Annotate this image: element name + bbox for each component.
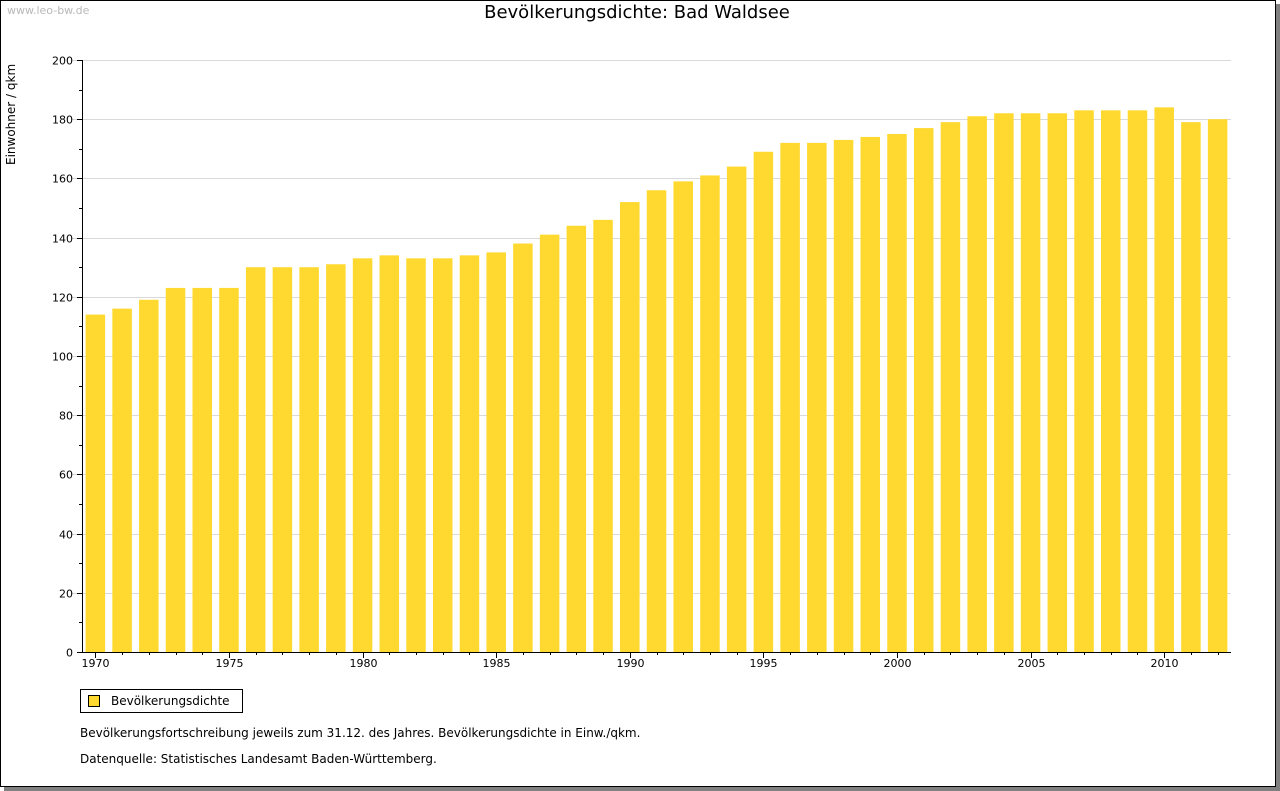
- y-tick-label-80: 80: [59, 410, 73, 423]
- bar-1970: [85, 314, 106, 652]
- bar-1994: [726, 166, 747, 652]
- bar-2011: [1181, 122, 1201, 652]
- y-tick-label-140: 140: [52, 233, 73, 246]
- bar-2004: [994, 113, 1014, 652]
- bar-2009: [1127, 110, 1148, 652]
- bars: [85, 107, 1228, 653]
- y-tick-label-100: 100: [52, 351, 73, 364]
- bar-2006: [1047, 113, 1068, 652]
- y-tick-label-160: 160: [52, 173, 73, 186]
- bar-1975: [219, 287, 239, 652]
- y-tick-label-120: 120: [52, 292, 73, 305]
- bar-1972: [139, 299, 159, 652]
- bar-1993: [700, 175, 720, 652]
- bar-2000: [887, 134, 907, 652]
- bar-1978: [299, 267, 319, 652]
- bar-1973: [165, 287, 186, 652]
- bar-2007: [1074, 110, 1094, 652]
- x-tick-label-1975: 1975: [216, 657, 244, 670]
- bar-1980: [352, 258, 373, 652]
- bar-1974: [192, 287, 212, 652]
- chart-note-source: Datenquelle: Statistisches Landesamt Bad…: [80, 752, 437, 766]
- bar-1996: [780, 142, 800, 652]
- bar-1984: [459, 255, 480, 653]
- y-tick-label-40: 40: [59, 529, 73, 542]
- bar-1991: [646, 190, 667, 653]
- bar-2001: [913, 128, 934, 652]
- bar-1990: [620, 202, 640, 652]
- x-tick-label-2000: 2000: [884, 657, 912, 670]
- x-tick-label-1970: 1970: [82, 657, 110, 670]
- legend-label: Bevölkerungsdichte: [111, 694, 230, 708]
- bar-1986: [513, 243, 533, 652]
- y-tick-label-60: 60: [59, 469, 73, 482]
- bar-1999: [860, 136, 881, 652]
- legend-swatch: [88, 695, 100, 707]
- bar-1971: [112, 308, 132, 652]
- chart-title: Bevölkerungsdichte: Bad Waldsee: [484, 2, 790, 23]
- x-tick-label-1990: 1990: [617, 657, 645, 670]
- bar-1982: [406, 258, 426, 652]
- bar-1997: [807, 142, 827, 652]
- bar-1977: [272, 267, 293, 652]
- bar-1979: [326, 264, 346, 652]
- legend: Bevölkerungsdichte: [80, 689, 243, 713]
- bar-1989: [593, 219, 613, 652]
- bar-1981: [379, 255, 400, 653]
- x-tick-label-1985: 1985: [483, 657, 511, 670]
- y-tick-label-0: 0: [66, 647, 73, 660]
- bar-1976: [245, 267, 266, 652]
- bar-1983: [432, 258, 453, 652]
- axes: 0 20 40 60 80 100 120 140 160 180 200 1970 1975 1980 1…: [52, 55, 1231, 670]
- bar-1985: [486, 252, 506, 652]
- x-tick-label-1980: 1980: [350, 657, 378, 670]
- bar-2012: [1207, 119, 1228, 652]
- bar-1988: [566, 225, 587, 652]
- bar-2002: [940, 122, 961, 652]
- bar-1992: [673, 181, 693, 653]
- chart-note-description: Bevölkerungsfortschreibung jeweils zum 3…: [80, 726, 641, 740]
- bar-2005: [1020, 113, 1041, 652]
- watermark: www.leo-bw.de: [7, 4, 90, 17]
- bar-2003: [967, 116, 987, 653]
- bar-1987: [539, 234, 560, 652]
- bar-2008: [1101, 110, 1121, 652]
- bar-1995: [753, 151, 774, 652]
- x-tick-label-2005: 2005: [1018, 657, 1046, 670]
- y-tick-label-200: 200: [52, 55, 73, 68]
- bar-2010: [1154, 107, 1174, 653]
- x-tick-label-1995: 1995: [750, 657, 778, 670]
- bar-1998: [833, 139, 854, 653]
- x-tick-label-2010: 2010: [1151, 657, 1179, 670]
- y-tick-label-20: 20: [59, 588, 73, 601]
- y-tick-label-180: 180: [52, 114, 73, 127]
